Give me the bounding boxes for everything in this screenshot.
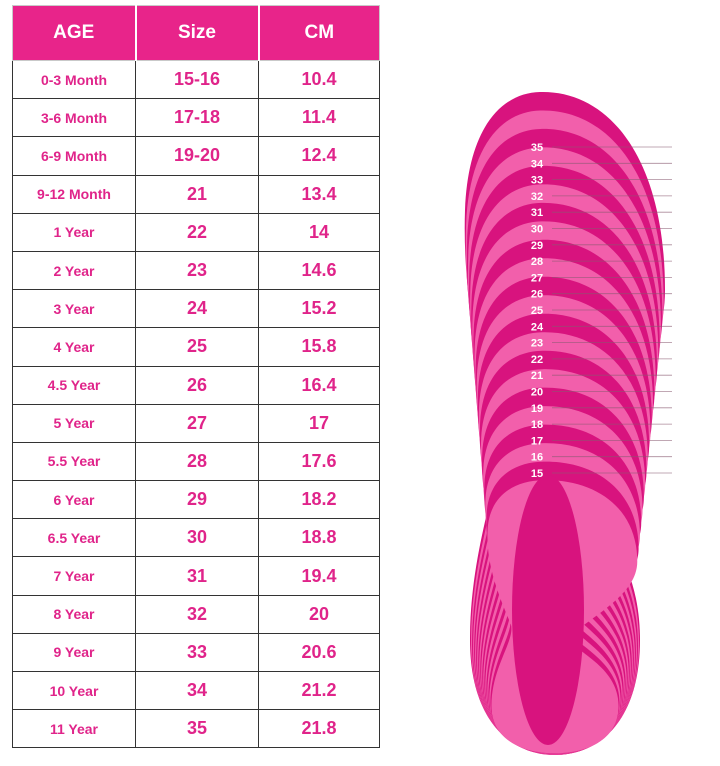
sole-size-label: 16 <box>531 452 543 464</box>
table-row: 5.5 Year 28 17.6 <box>12 441 380 482</box>
table-header-row: AGE Size CM <box>12 5 380 61</box>
sole-size-label: 31 <box>531 207 543 219</box>
table-row: 9-12 Month 21 13.4 <box>12 174 380 214</box>
table-row: 6.5 Year 30 18.8 <box>12 518 380 558</box>
table-row: 4 Year 25 15.8 <box>12 327 380 367</box>
cell-size: 19-20 <box>135 136 259 176</box>
sole-size-label: 29 <box>531 240 543 252</box>
sole-size-label: 26 <box>531 289 543 301</box>
cell-size: 32 <box>135 594 259 634</box>
cell-age: 3-6 Month <box>12 98 136 138</box>
cell-cm: 18.2 <box>258 480 380 520</box>
cell-size: 31 <box>135 556 259 596</box>
cell-cm: 15.8 <box>258 327 380 367</box>
cell-size: 34 <box>135 670 259 711</box>
sole-size-label: 35 <box>531 142 543 154</box>
cell-age: 1 Year <box>12 212 136 252</box>
cell-size: 25 <box>135 327 259 367</box>
size-chart-table: AGE Size CM 0-3 Month 15-16 10.4 3-6 Month 17-… <box>12 5 380 749</box>
heel-area <box>512 475 584 745</box>
cell-cm: 21.8 <box>258 709 380 749</box>
sole-size-label: 15 <box>531 468 543 480</box>
sole-size-label: 20 <box>531 387 543 399</box>
sole-size-label: 27 <box>531 272 543 284</box>
cell-size: 29 <box>135 480 259 520</box>
cell-size: 33 <box>135 632 259 673</box>
cell-cm: 11.4 <box>258 98 380 138</box>
cell-cm: 19.4 <box>258 556 380 596</box>
cell-age: 6-9 Month <box>12 136 136 176</box>
table-row: 9 Year 33 20.6 <box>12 632 380 673</box>
cell-cm: 20.6 <box>258 632 380 673</box>
sole-size-label: 33 <box>531 175 543 187</box>
table-row: 2 Year 23 14.6 <box>12 250 380 291</box>
sole-size-label: 18 <box>531 419 543 431</box>
cell-age: 2 Year <box>12 250 136 291</box>
cell-age: 11 Year <box>12 709 136 749</box>
cell-cm: 17 <box>258 403 380 443</box>
table-row: 1 Year 22 14 <box>12 212 380 252</box>
cell-age: 4 Year <box>12 327 136 367</box>
cell-age: 7 Year <box>12 556 136 596</box>
cell-cm: 14.6 <box>258 250 380 291</box>
sole-size-label: 24 <box>531 321 544 333</box>
cell-age: 5.5 Year <box>12 441 136 482</box>
cell-cm: 20 <box>258 594 380 634</box>
sole-size-label: 34 <box>531 158 544 170</box>
cell-age: 9-12 Month <box>12 174 136 214</box>
cell-size: 22 <box>135 212 259 252</box>
cell-age: 4.5 Year <box>12 365 136 405</box>
table-row: 10 Year 34 21.2 <box>12 670 380 711</box>
sole-size-label: 25 <box>531 305 543 317</box>
sole-size-label: 28 <box>531 256 543 268</box>
cell-size: 17-18 <box>135 98 259 138</box>
sole-size-label: 17 <box>531 435 543 447</box>
table-row: 6-9 Month 19-20 12.4 <box>12 136 380 176</box>
cell-cm: 21.2 <box>258 670 380 711</box>
table-row: 11 Year 35 21.8 <box>12 709 380 749</box>
sole-size-label: 30 <box>531 224 543 236</box>
cell-age: 6.5 Year <box>12 518 136 558</box>
cell-age: 3 Year <box>12 289 136 329</box>
table-row: 7 Year 31 19.4 <box>12 556 380 596</box>
cell-cm: 10.4 <box>258 59 380 100</box>
cell-cm: 14 <box>258 212 380 252</box>
sole-size-label: 19 <box>531 403 543 415</box>
header-size: Size <box>135 5 260 61</box>
table-row: 5 Year 27 17 <box>12 403 380 443</box>
sole-size-label: 32 <box>531 191 543 203</box>
sole-size-label: 22 <box>531 354 543 366</box>
sole-size-label: 21 <box>531 370 543 382</box>
cell-cm: 16.4 <box>258 365 380 405</box>
table-row: 0-3 Month 15-16 10.4 <box>12 59 380 100</box>
cell-cm: 13.4 <box>258 174 380 214</box>
cell-cm: 12.4 <box>258 136 380 176</box>
table-row: 3-6 Month 17-18 11.4 <box>12 98 380 138</box>
sole-size-label: 23 <box>531 338 543 350</box>
header-age: AGE <box>12 5 137 61</box>
cell-size: 15-16 <box>135 59 259 100</box>
cell-size: 35 <box>135 709 259 749</box>
cell-age: 0-3 Month <box>12 59 136 100</box>
